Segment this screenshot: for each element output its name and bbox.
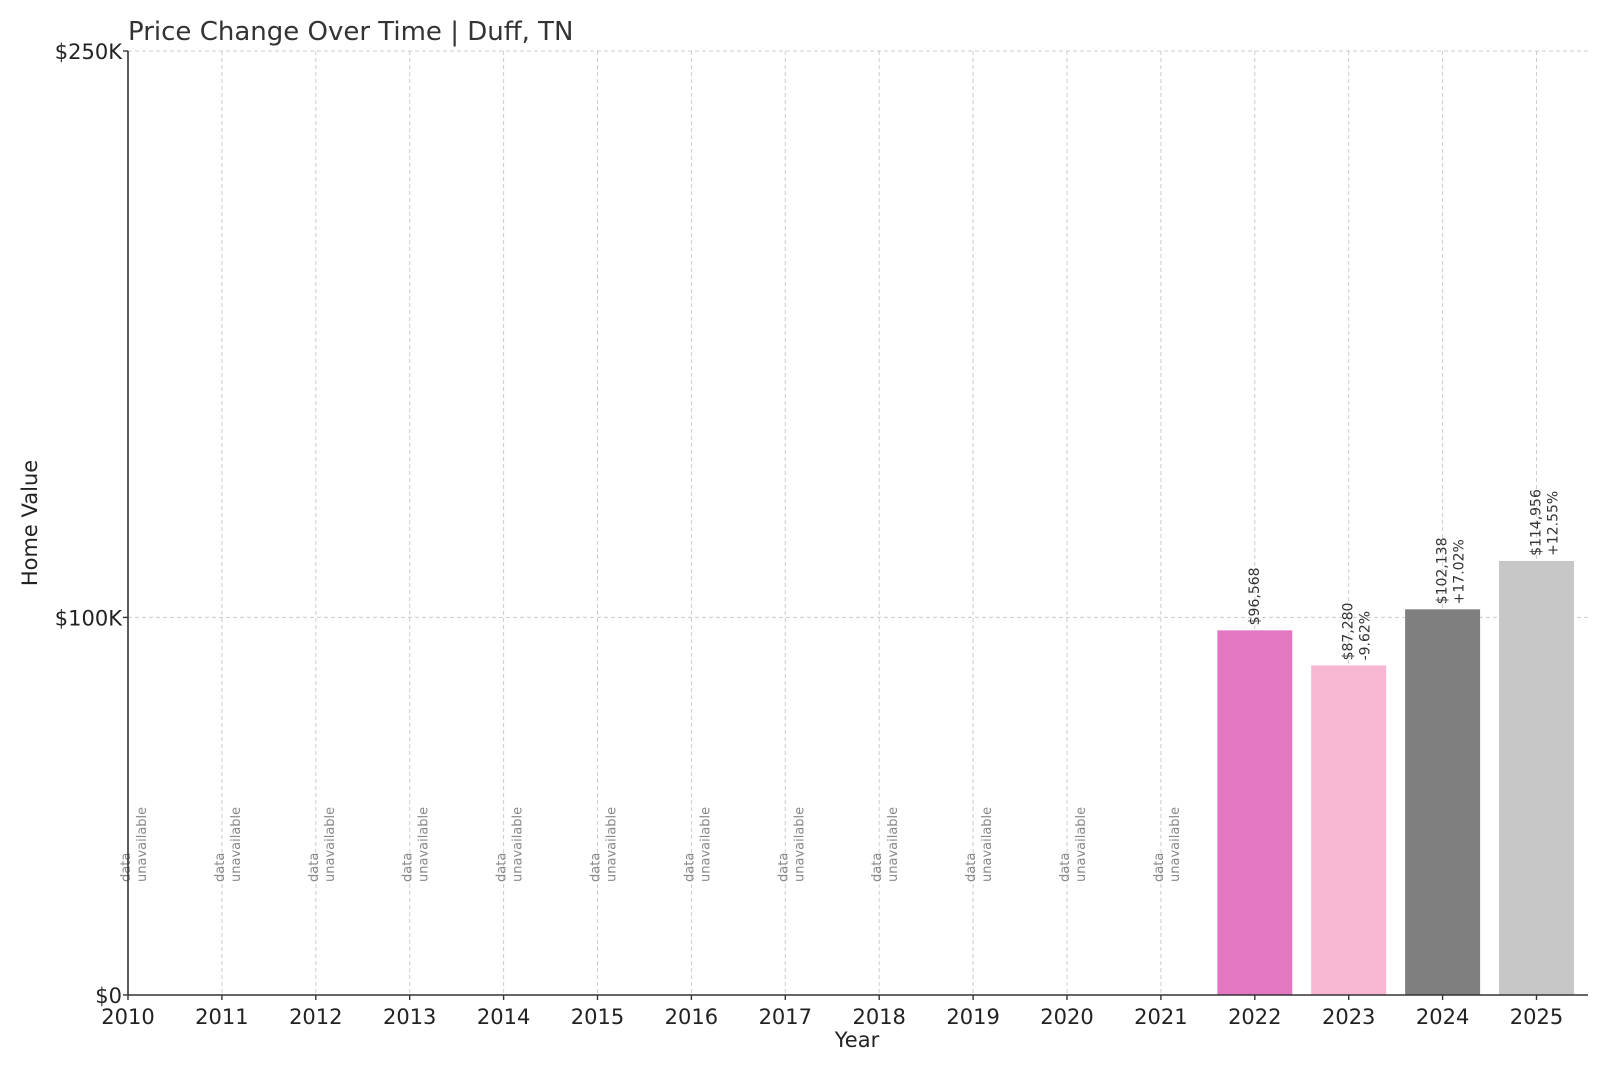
x-tick-label: 2023 [1322,1005,1375,1029]
data-unavailable-label: dataunavailable [870,807,901,882]
y-tick-label: $250K [55,40,123,64]
x-tick-label: 2025 [1510,1005,1563,1029]
data-unavailable-label: dataunavailable [776,807,807,882]
data-unavailable-label: dataunavailable [1152,807,1183,882]
x-tick-label: 2010 [101,1005,154,1029]
chart-title: Price Change Over Time | Duff, TN [128,17,574,47]
x-tick-label: 2020 [1040,1005,1093,1029]
x-tick-label: 2014 [477,1005,530,1029]
bar-value-label: $87,280-9.62% [1341,603,1374,661]
tick-labels: $0 $100K $250K 2010 2011 2012 2013 2014 2015 2016… [55,40,1563,1029]
data-unavailable-label: dataunavailable [495,807,526,882]
bar-value-label: $96,568 [1247,567,1263,625]
bar-2023 [1311,665,1387,995]
bar-labels: dataunavailable dataunavailable dataunavai… [119,489,1562,882]
x-tick-label: 2013 [383,1005,436,1029]
data-unavailable-label: dataunavailable [119,807,150,882]
bar-value-label: $114,956+12.55% [1529,489,1562,556]
data-unavailable-label: dataunavailable [213,807,244,882]
data-unavailable-label: dataunavailable [401,807,432,882]
data-unavailable-label: dataunavailable [307,807,338,882]
x-tick-label: 2015 [571,1005,624,1029]
y-tick-label: $0 [95,984,122,1008]
x-tick-label: 2022 [1228,1005,1281,1029]
x-tick-label: 2019 [946,1005,999,1029]
x-tick-label: 2011 [195,1005,248,1029]
x-tick-label: 2021 [1134,1005,1187,1029]
data-unavailable-label: dataunavailable [1058,807,1089,882]
x-tick-label: 2012 [289,1005,342,1029]
data-unavailable-label: dataunavailable [682,807,713,882]
bar-value-label: $102,138+17.02% [1435,538,1468,605]
bar-2024 [1405,609,1481,995]
data-unavailable-label: dataunavailable [589,807,620,882]
y-tick-label: $100K [55,606,123,630]
x-tick-label: 2017 [759,1005,812,1029]
x-tick-label: 2024 [1416,1005,1469,1029]
data-unavailable-label: dataunavailable [964,807,995,882]
bar-2022 [1217,630,1293,995]
y-axis-title: Home Value [18,460,42,586]
bar-2025 [1499,560,1574,995]
x-axis-title: Year [834,1028,880,1052]
axes [127,51,1588,996]
bars [1217,560,1574,995]
x-tick-label: 2016 [665,1005,718,1029]
x-tick-label: 2018 [852,1005,905,1029]
